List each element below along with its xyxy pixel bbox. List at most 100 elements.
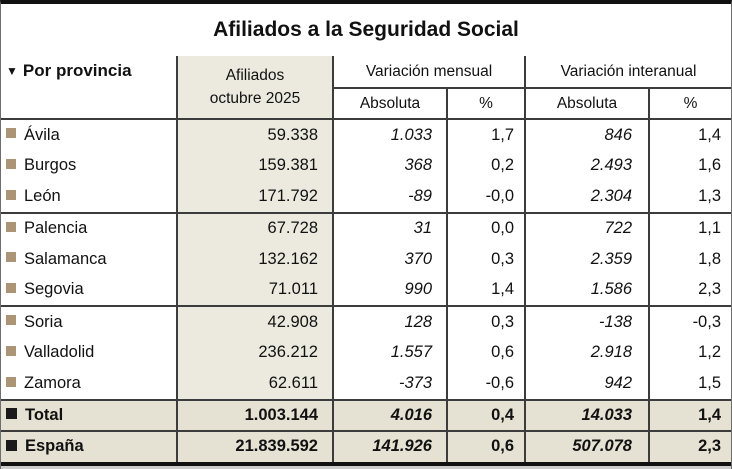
variacion-interanual-pct-cell: 1,4 <box>698 125 721 144</box>
afiliados-header-line2: octubre 2025 <box>209 90 301 107</box>
bullet-icon <box>6 345 16 356</box>
variacion-mensual-absoluta-cell: 1.557 <box>333 337 448 369</box>
variacion-mensual-pct-cell: 1,7 <box>447 119 526 151</box>
bullet-icon <box>6 376 16 387</box>
variacion-mensual-pct-cell: 0,3 <box>447 243 526 275</box>
variacion-mensual-absoluta-cell: 31 <box>333 212 448 244</box>
province-name: Ávila <box>24 125 60 144</box>
variacion-mensual-absoluta-cell: 1.033 <box>333 119 448 151</box>
column-header-afiliados: Afiliados octubre 2025 <box>177 56 334 120</box>
variacion-interanual-pct-cell: 1,3 <box>649 181 731 214</box>
espana-row: España 21.839.592 141.926 0,6 507.078 2,… <box>1 430 731 462</box>
province-cell: Soria <box>1 306 178 338</box>
province-cell: León <box>1 181 178 214</box>
afiliados-cell: 67.728 <box>177 212 334 244</box>
afiliados-cell: 59.338 <box>177 119 334 151</box>
variacion-mensual-pct-cell: -0,0 <box>447 181 526 214</box>
table-row: Zamora 62.611 -373 -0,6 942 1,5 <box>1 368 731 401</box>
variacion-mensual-pct-cell: -0,6 <box>447 368 526 401</box>
bullet-icon <box>6 158 16 169</box>
subheader-interanual-absoluta: Absoluta <box>525 88 650 120</box>
province-name: España <box>25 437 84 456</box>
subheader-interanual-pct: % <box>649 88 731 120</box>
afiliados-cell: 132.162 <box>177 243 334 275</box>
variacion-interanual-absoluta-cell: 2.304 <box>525 181 650 214</box>
province-cell: España <box>1 430 178 462</box>
down-triangle-icon: ▼ <box>6 64 18 78</box>
province-cell: Ávila <box>1 119 178 151</box>
afiliados-table: ▼ Por provincia Afiliados octubre 2025 Var… <box>1 56 731 462</box>
variacion-mensual-pct-cell: 0,6 <box>447 430 526 462</box>
group-header-variacion-interanual: Variación interanual <box>525 56 731 89</box>
variacion-mensual-absoluta-cell: 141.926 <box>333 430 448 462</box>
variacion-mensual-pct-cell: 0,3 <box>447 306 526 338</box>
table-row: Segovia 71.011 990 1,4 1.586 2,3 <box>1 274 731 308</box>
afiliados-cell: 171.792 <box>177 181 334 214</box>
variacion-interanual-absoluta-cell: 2.359 <box>525 243 650 275</box>
table-row: Soria 42.908 128 0,3 -138 -0,3 <box>1 306 731 338</box>
province-cell: Burgos <box>1 150 178 182</box>
province-name: Palencia <box>24 219 88 238</box>
variacion-mensual-absoluta-cell: 128 <box>333 306 448 338</box>
province-name: Salamanca <box>24 249 107 268</box>
variacion-interanual-absoluta-cell: 722 <box>525 212 650 244</box>
table-row: León 171.792 -89 -0,0 2.304 1,3 <box>1 181 731 214</box>
variacion-interanual-absoluta-cell: 2.493 <box>525 150 650 182</box>
subheader-mensual-absoluta: Absoluta <box>333 88 448 120</box>
column-header-provincia-label: Por provincia <box>22 61 132 80</box>
variacion-interanual-absoluta-cell: 1.586 <box>525 274 650 308</box>
header-row-sub: Absoluta % Absoluta % <box>1 88 731 120</box>
variacion-interanual-pct-cell: 2,3 <box>649 430 731 462</box>
group-header-variacion-mensual: Variación mensual <box>333 56 526 89</box>
variacion-mensual-absoluta-cell: 990 <box>333 274 448 308</box>
bullet-icon <box>6 221 16 232</box>
province-name: Segovia <box>24 280 84 299</box>
table-row: Palencia 67.728 31 0,0 722 1,1 <box>1 212 731 244</box>
variacion-mensual-absoluta-cell: -373 <box>333 368 448 401</box>
variacion-interanual-absoluta-cell: 846 <box>525 119 650 151</box>
bottom-shadow-strip <box>1 466 731 469</box>
bullet-icon <box>6 439 17 451</box>
province-name: Burgos <box>24 156 77 175</box>
province-name: Zamora <box>24 373 81 392</box>
afiliados-header-line1: Afiliados <box>225 66 285 84</box>
variacion-mensual-pct-cell: 0,2 <box>447 150 526 182</box>
variacion-mensual-pct-cell: 0,4 <box>447 399 526 432</box>
bullet-icon <box>6 128 16 139</box>
afiliados-cell: 42.908 <box>177 306 334 338</box>
bullet-icon <box>6 407 17 419</box>
variacion-interanual-absoluta-cell: 507.078 <box>525 430 650 462</box>
variacion-mensual-absoluta-cell: 370 <box>333 243 448 275</box>
province-name: Valladolid <box>24 343 95 362</box>
afiliados-cell: 236.212 <box>177 337 334 369</box>
variacion-interanual-pct-cell: 2,3 <box>649 274 731 308</box>
bullet-icon <box>6 252 16 263</box>
variacion-interanual-pct-cell: 1,4 <box>649 399 731 432</box>
table-row: Burgos 159.381 368 0,2 2.493 1,6 <box>1 150 731 182</box>
variacion-mensual-pct-cell: 0,0 <box>447 212 526 244</box>
province-cell: Salamanca <box>1 243 178 275</box>
variacion-interanual-absoluta-cell: 942 <box>525 368 650 401</box>
column-header-provincia: ▼ Por provincia <box>1 56 178 120</box>
afiliados-cell: 71.011 <box>177 274 334 308</box>
variacion-mensual-absoluta-cell: 4.016 <box>333 399 448 432</box>
province-name: Total <box>25 405 64 424</box>
variacion-interanual-pct-cell: -0,3 <box>692 312 721 331</box>
bottom-frame-bar <box>1 462 731 466</box>
province-name: León <box>24 186 61 205</box>
subheader-mensual-pct: % <box>447 88 526 120</box>
province-cell: Zamora <box>1 368 178 401</box>
variacion-interanual-absoluta-cell: -138 <box>525 306 650 338</box>
province-name: Soria <box>24 312 63 331</box>
province-cell: Palencia <box>1 212 178 244</box>
afiliados-cell: 21.839.592 <box>177 430 334 462</box>
variacion-mensual-pct-cell: 0,6 <box>447 337 526 369</box>
afiliados-cell: 159.381 <box>177 150 334 182</box>
header-row-groups: ▼ Por provincia Afiliados octubre 2025 Var… <box>1 56 731 120</box>
province-cell: Total <box>1 399 178 432</box>
total-row: Total 1.003.144 4.016 0,4 14.033 1,4 <box>1 399 731 432</box>
table-row: Salamanca 132.162 370 0,3 2.359 1,8 <box>1 243 731 275</box>
variacion-mensual-absoluta-cell: -89 <box>333 181 448 214</box>
variacion-interanual-pct-cell: 1,5 <box>649 368 731 401</box>
